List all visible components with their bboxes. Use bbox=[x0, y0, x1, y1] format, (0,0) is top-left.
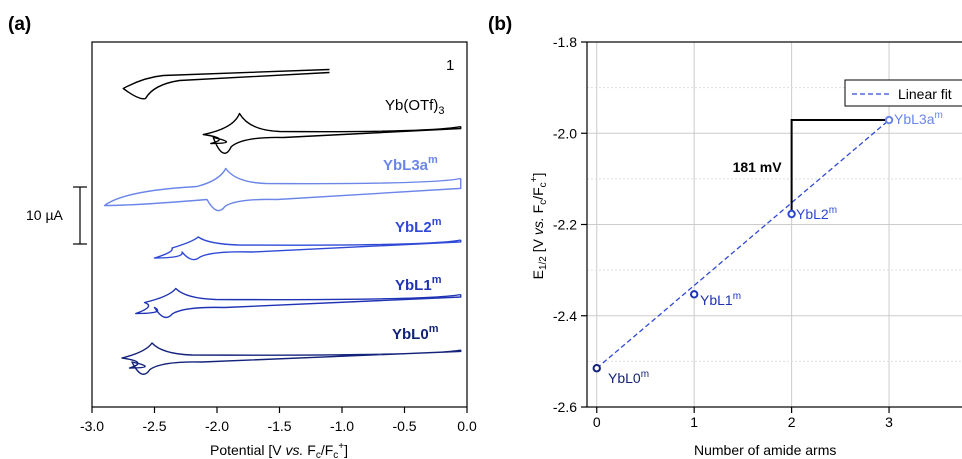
panel-b-y-axis-title: E1/2 [V vs. Fc/Fc+] bbox=[529, 173, 549, 280]
panel-b-x-tick-label: 2 bbox=[788, 414, 796, 430]
panel-a-x-tick-label: 0.0 bbox=[457, 418, 477, 434]
panel-a-x-tick-labels: -3.0 -2.5 -2.0 -1.5 -1.0 -0.5 0.0 bbox=[80, 418, 477, 434]
point-label-ybl1m: YbL1m bbox=[700, 291, 741, 308]
panel-a-x-tick-label: -2.5 bbox=[142, 418, 166, 434]
panel-b-ticks: 0 1 2 3 -1.8 -2.0 -2.2 -2.4 -2.6 bbox=[553, 34, 893, 430]
cv-curve-0 bbox=[122, 68, 330, 100]
panel-a-x-tick-label: -1.5 bbox=[267, 418, 291, 434]
curve-label-ybl1m: YbL1m bbox=[395, 274, 442, 294]
curve-label-ybl0m: YbL0m bbox=[392, 323, 439, 343]
panel-a-x-ticks bbox=[91, 407, 468, 413]
annotation-bracket bbox=[790, 119, 890, 215]
panel-b-y-tick-label: -2.4 bbox=[553, 308, 577, 324]
data-point bbox=[689, 290, 699, 299]
curve-label-yb-otf3: Yb(OTf)3 bbox=[385, 97, 444, 117]
cv-curve-5 bbox=[121, 342, 462, 375]
point-label-ybl3am: YbL3am bbox=[894, 110, 943, 127]
annotation-label: 181 mV bbox=[733, 159, 783, 175]
linear-fit-line bbox=[596, 119, 890, 369]
cv-curve-2 bbox=[103, 167, 462, 212]
panel-b-y-tick-label: -2.6 bbox=[553, 399, 577, 415]
curve-label-ybl3am: YbL3am bbox=[383, 154, 438, 174]
data-point bbox=[592, 364, 601, 373]
data-point bbox=[884, 115, 894, 125]
cv-curve-4 bbox=[135, 287, 462, 319]
panel-b-x-tick-label: 0 bbox=[593, 414, 601, 430]
panel-b-x-axis-title: Number of amide arms bbox=[694, 442, 836, 458]
cv-curves bbox=[103, 68, 462, 375]
panel-a-x-tick-label: -3.0 bbox=[80, 418, 104, 434]
panel-b-x-tick-label: 1 bbox=[690, 414, 698, 430]
point-label-ybl2m: YbL2m bbox=[796, 205, 837, 222]
legend: Linear fit bbox=[844, 79, 962, 107]
cv-curve-1 bbox=[202, 112, 462, 154]
slope-annotation: 181 mV bbox=[733, 119, 890, 215]
panel-a-x-tick-label: -0.5 bbox=[392, 418, 416, 434]
panel-b-y-tick-label: -2.0 bbox=[553, 125, 577, 141]
panel-a-x-axis-title: Potential [V vs. Fc/Fc+] bbox=[210, 441, 348, 459]
point-label-ybl0m: YbL0m bbox=[608, 369, 649, 386]
legend-label: Linear fit bbox=[898, 86, 952, 102]
curve-label-1: 1 bbox=[446, 57, 454, 74]
scale-bar: 10 µA bbox=[26, 186, 87, 245]
panel-a-x-tick-label: -2.0 bbox=[205, 418, 229, 434]
panel-a-x-tick-label: -1.0 bbox=[330, 418, 354, 434]
panel-b-label: (b) bbox=[488, 14, 512, 35]
panel-a-label: (a) bbox=[8, 14, 31, 35]
data-points bbox=[592, 115, 894, 373]
panel-b-y-tick-label: -2.2 bbox=[553, 217, 577, 233]
cv-curve-3 bbox=[153, 236, 462, 261]
scale-bar-label: 10 µA bbox=[26, 207, 64, 223]
fit-line bbox=[596, 119, 890, 369]
data-point bbox=[787, 209, 796, 219]
panel-b-x-tick-label: 3 bbox=[885, 414, 893, 430]
panel-b-y-tick-label: -1.8 bbox=[553, 34, 577, 50]
curve-label-ybl2m: YbL2m bbox=[395, 216, 442, 236]
